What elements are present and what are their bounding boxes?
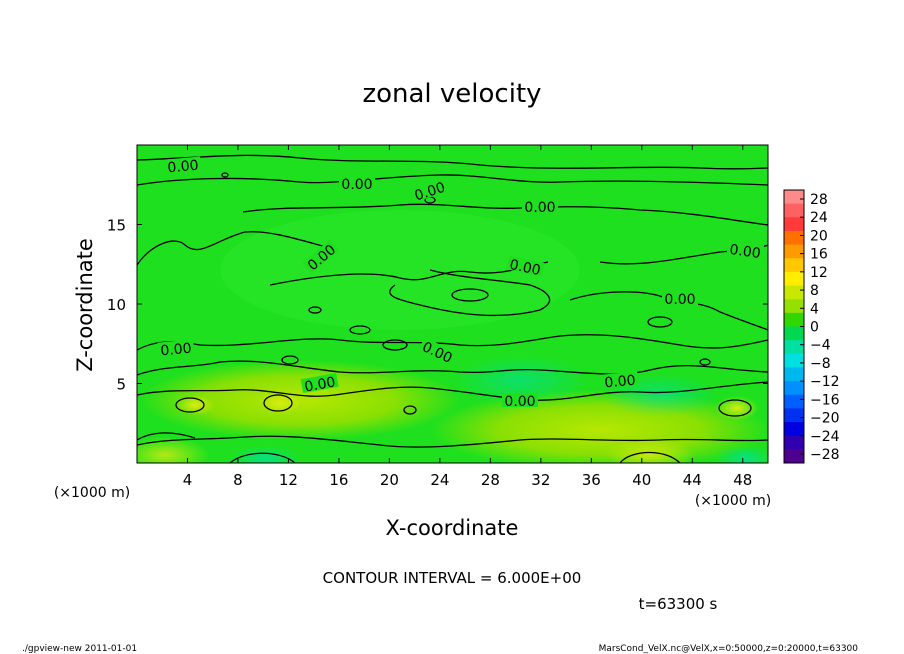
contour-label-text: 0.00 xyxy=(508,257,542,279)
x-tick-label: 44 xyxy=(683,471,702,489)
x-tick-label: 4 xyxy=(183,471,193,489)
x-tick-label: 48 xyxy=(733,471,752,489)
x-axis-title: X-coordinate xyxy=(386,516,519,540)
field-patch xyxy=(715,446,768,463)
colorbar-swatch xyxy=(784,312,804,327)
field-patch xyxy=(137,437,210,463)
colorbar-swatch xyxy=(784,367,804,382)
y-tick-label: 10 xyxy=(107,296,126,314)
colorbar-swatch xyxy=(784,244,804,259)
contour-label: 0.00 xyxy=(300,373,339,396)
field-patch xyxy=(220,210,580,330)
contour-label-text: 0.00 xyxy=(167,158,199,177)
field-patch xyxy=(175,395,215,415)
field-patch xyxy=(450,355,590,405)
contour-labels: 0.00 0.00 0.00 0.00 0.00 0.00 0.00 0.00 0.00 0.00… xyxy=(157,156,765,410)
y-tick-label: 5 xyxy=(116,376,126,394)
field-patch xyxy=(260,392,300,414)
colorbar-swatch xyxy=(784,381,804,396)
contour-lines xyxy=(137,154,768,463)
colorbar-swatch xyxy=(784,299,804,314)
colorbar: 28 24 20 16 12 8 4 0 −4 −8 −12 −16 −20 −24 −28 xyxy=(783,189,840,464)
colorbar-label: −4 xyxy=(810,338,831,354)
colorbar-label: −12 xyxy=(810,374,840,390)
x-axis: 4 8 12 16 20 24 28 32 36 40 44 48 xyxy=(183,145,752,489)
colorbar-swatch xyxy=(784,285,804,300)
field-patch xyxy=(605,439,695,463)
footer-left: ./gpview-new 2011-01-01 xyxy=(22,644,137,654)
field-patch xyxy=(140,360,460,440)
x-tick-label: 28 xyxy=(481,471,500,489)
contour-label-text: 0.00 xyxy=(524,200,555,216)
contour-label: 0.00 xyxy=(339,176,375,193)
colorbar-swatch xyxy=(784,353,804,368)
colorbar-label: 12 xyxy=(810,265,828,281)
x-tick-label: 8 xyxy=(233,471,243,489)
x-tick-label: 24 xyxy=(430,471,449,489)
x-tick-label: 32 xyxy=(531,471,550,489)
contour-label-text: 0.00 xyxy=(728,242,761,262)
colorbar-label: 24 xyxy=(810,210,828,226)
colorbar-swatch xyxy=(784,326,804,341)
colorbar-label: −16 xyxy=(810,392,840,408)
colorbar-swatch xyxy=(784,190,804,205)
colorbar-swatch xyxy=(784,203,804,218)
colorbar-swatch xyxy=(784,394,804,409)
colorbar-label: −28 xyxy=(810,447,840,463)
y-axis: 5 10 15 xyxy=(107,217,768,394)
x-tick-label: 16 xyxy=(329,471,348,489)
colorbar-swatch xyxy=(784,449,804,464)
contour-label-text: 0.00 xyxy=(664,292,695,308)
colorbar-swatch xyxy=(784,408,804,423)
colorbar-label: 4 xyxy=(810,301,819,317)
contour-interval-text: CONTOUR INTERVAL = 6.000E+00 xyxy=(323,569,582,587)
colorbar-swatch xyxy=(784,258,804,273)
field-patch xyxy=(230,446,300,463)
y-tick-label: 15 xyxy=(107,217,126,235)
contour-label: 0.00 xyxy=(157,339,195,360)
colorbar-swatch xyxy=(784,271,804,287)
contour-label: 0.00 xyxy=(164,156,202,177)
y-unit-label: (×1000 m) xyxy=(54,485,130,501)
colorbar-swatch xyxy=(784,230,804,246)
contour-label-text: 0.00 xyxy=(341,177,372,193)
contour-label-text: 0.00 xyxy=(160,341,192,360)
colorbar-swatch xyxy=(784,340,804,355)
colorbar-label: −20 xyxy=(810,411,840,427)
footer-right: MarsCond_VelX.nc@VelX,x=0:50000,z=0:2000… xyxy=(599,644,859,654)
x-tick-label: 40 xyxy=(632,471,651,489)
contour-label-text: 0.00 xyxy=(504,394,535,410)
x-tick-label: 20 xyxy=(380,471,399,489)
time-text: t=63300 s xyxy=(639,595,718,613)
x-tick-label: 12 xyxy=(279,471,298,489)
colorbar-swatch xyxy=(784,422,804,437)
colorbar-label: 20 xyxy=(810,228,828,244)
contour-label-text: 0.00 xyxy=(604,373,636,392)
colorbar-swatch xyxy=(784,435,804,450)
chart-title: zonal velocity xyxy=(362,79,541,109)
y-axis-title: Z-coordinate xyxy=(73,238,97,372)
x-tick-label: 36 xyxy=(582,471,601,489)
contour-label: 0.00 xyxy=(506,255,545,279)
colorbar-label: −24 xyxy=(810,429,840,445)
contour-label: 0.00 xyxy=(522,199,558,216)
plot-area: 0.00 0.00 0.00 0.00 0.00 0.00 0.00 0.00 0.00 0.00… xyxy=(137,145,768,463)
contour-label: 0.00 xyxy=(502,393,538,410)
contour-label-text: 0.00 xyxy=(303,374,336,395)
colorbar-label: 8 xyxy=(810,283,819,299)
colorbar-label: 28 xyxy=(810,192,828,208)
colorbar-label: −8 xyxy=(810,356,831,372)
contour-label: 0.00 xyxy=(601,371,639,392)
colorbar-swatch xyxy=(784,217,804,232)
colorbar-label: 0 xyxy=(810,320,819,336)
contour-label: 0.00 xyxy=(662,291,698,308)
contour-label: 0.00 xyxy=(726,240,765,262)
colorbar-label: 16 xyxy=(810,247,828,263)
x-unit-label: (×1000 m) xyxy=(695,493,771,509)
